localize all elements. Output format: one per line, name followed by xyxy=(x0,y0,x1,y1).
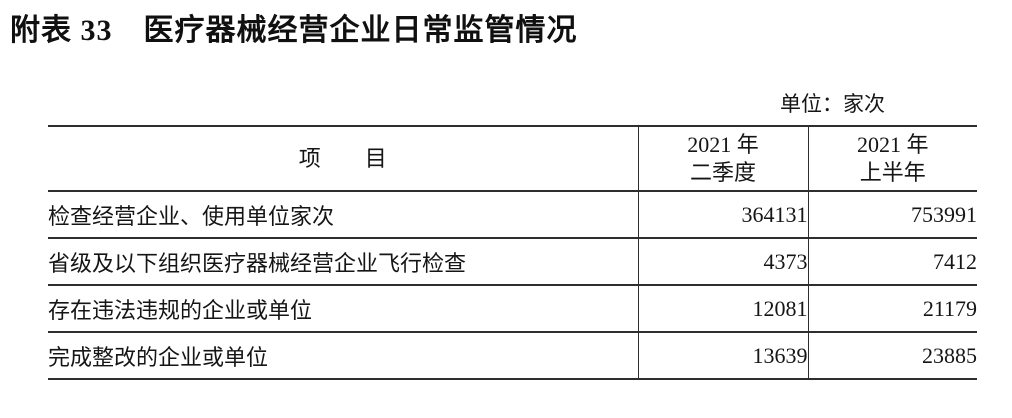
unit-label: 单位：家次 xyxy=(780,92,885,116)
header-item-column: 项 目 xyxy=(48,125,638,192)
table-row: 完成整改的企业或单位 13639 23885 xyxy=(48,332,977,380)
row-q2-value: 12081 xyxy=(637,285,808,333)
row-item-label: 省级及以下组织医疗器械经营企业飞行检查 xyxy=(48,238,638,286)
header-q2-column: 2021 年 二季度 xyxy=(637,125,808,192)
row-q2-value: 4373 xyxy=(637,238,808,286)
row-q2-value: 364131 xyxy=(637,191,808,239)
table-row: 省级及以下组织医疗器械经营企业飞行检查 4373 7412 xyxy=(48,238,977,286)
row-item-label: 存在违法违规的企业或单位 xyxy=(48,285,638,333)
header-q2-year: 2021 年 xyxy=(687,132,759,157)
row-h1-value: 753991 xyxy=(807,191,977,239)
row-q2-value: 13639 xyxy=(637,332,808,380)
header-h1-year: 2021 年 xyxy=(856,132,929,157)
row-h1-value: 7412 xyxy=(807,238,977,286)
row-h1-value: 23885 xyxy=(807,332,977,380)
header-q2-period: 二季度 xyxy=(689,159,756,185)
table-header: 项 目 2021 年 二季度 2021 年 上半年 xyxy=(48,125,977,192)
table-body: 检查经营企业、使用单位家次 364131 753991 省级及以下组织医疗器械经… xyxy=(48,191,977,380)
row-item-label: 检查经营企业、使用单位家次 xyxy=(48,191,638,239)
row-h1-value: 21179 xyxy=(807,285,977,333)
row-item-label: 完成整改的企业或单位 xyxy=(48,332,638,380)
header-h1-column: 2021 年 上半年 xyxy=(807,125,977,192)
supervision-table: 项 目 2021 年 二季度 2021 年 上半年 检查经营企业、使用单位家次 … xyxy=(48,125,977,380)
table-row: 检查经营企业、使用单位家次 364131 753991 xyxy=(48,191,977,239)
header-row: 项 目 2021 年 二季度 2021 年 上半年 xyxy=(48,125,977,192)
header-h1-period: 上半年 xyxy=(859,159,926,185)
table-row: 存在违法违规的企业或单位 12081 21179 xyxy=(48,285,977,333)
page-title: 附表 33 医疗器械经营企业日常监管情况 xyxy=(10,14,578,47)
